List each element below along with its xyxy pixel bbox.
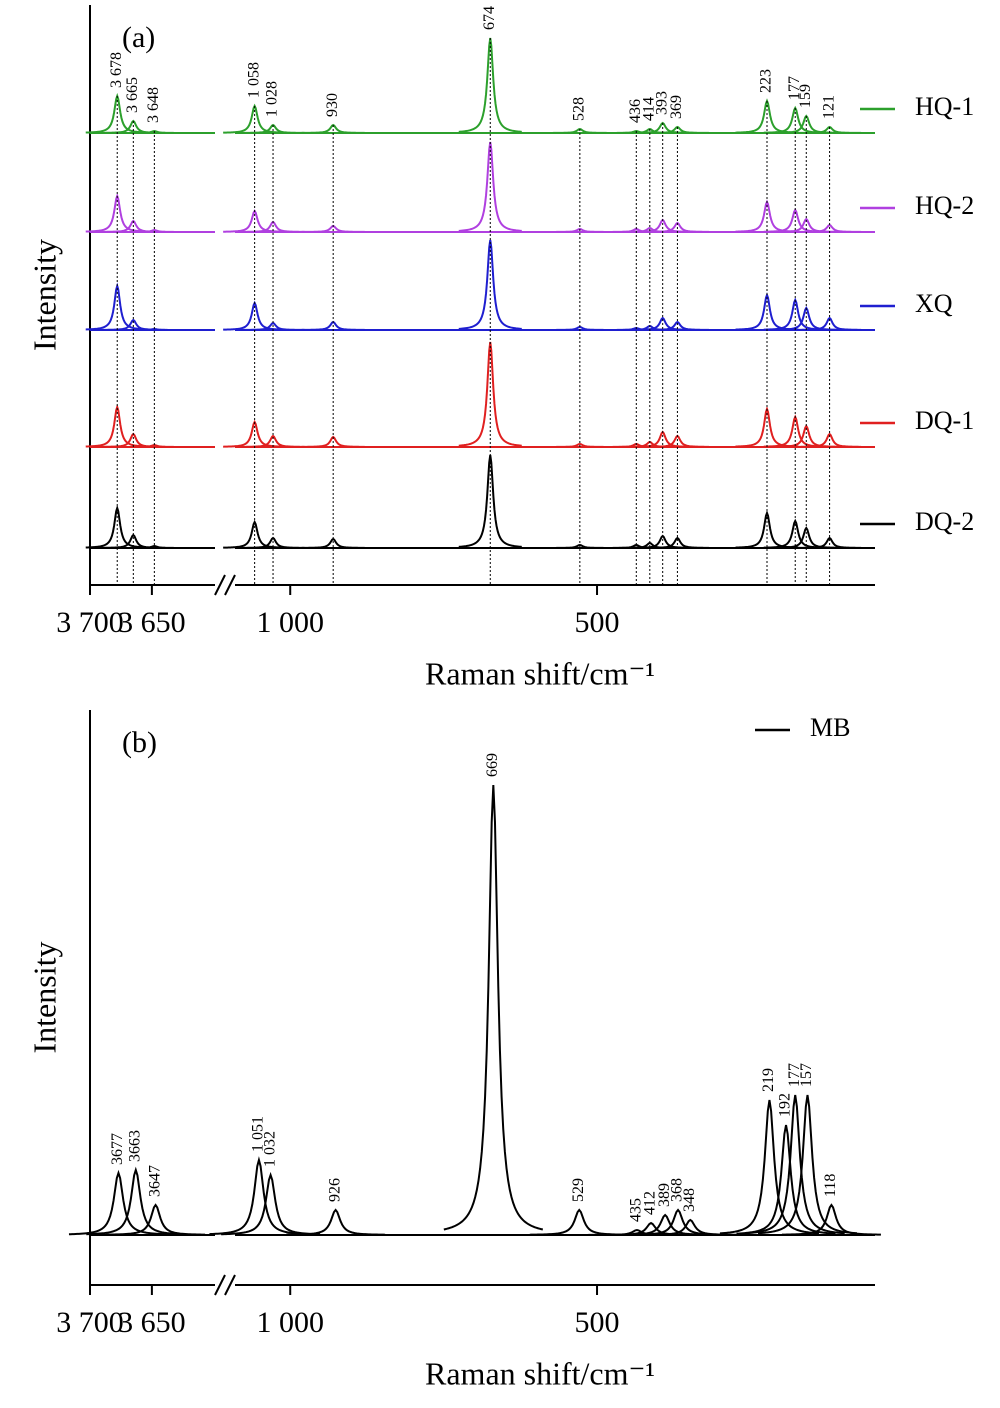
peak-label: 529 bbox=[570, 1178, 587, 1202]
legend-label: MB bbox=[810, 713, 850, 742]
legend-label: DQ-2 bbox=[915, 507, 974, 536]
peak bbox=[458, 37, 522, 133]
peak bbox=[122, 327, 186, 331]
peak-label: 3677 bbox=[109, 1133, 126, 1165]
peak-label: 669 bbox=[484, 753, 501, 777]
peak bbox=[631, 316, 695, 331]
peak-label: 1 051 bbox=[250, 1116, 267, 1152]
peak-label: 369 bbox=[668, 95, 685, 119]
peak bbox=[781, 1203, 881, 1236]
x-tick-label: 500 bbox=[575, 606, 620, 639]
peak-label: 1 058 bbox=[245, 62, 262, 98]
peak-label: 3663 bbox=[126, 1130, 143, 1162]
peak-label: 1 028 bbox=[264, 81, 281, 117]
panel-label: (a) bbox=[122, 21, 155, 54]
peak bbox=[529, 1208, 629, 1236]
peak bbox=[798, 316, 862, 331]
peak bbox=[286, 1208, 386, 1236]
peak-label: 159 bbox=[797, 84, 814, 108]
peak bbox=[645, 320, 709, 331]
peak-label: 414 bbox=[640, 97, 657, 121]
peak bbox=[736, 1124, 836, 1235]
peak-label: 435 bbox=[628, 1198, 645, 1222]
x-tick-label: 3 650 bbox=[118, 1306, 186, 1339]
peak bbox=[443, 784, 544, 1231]
peak bbox=[745, 1094, 845, 1235]
peak-label: 393 bbox=[653, 91, 670, 115]
peak-label: 3 648 bbox=[145, 87, 162, 123]
peak bbox=[106, 1203, 206, 1236]
peak-label: 1 032 bbox=[261, 1131, 278, 1167]
peak bbox=[548, 442, 612, 448]
peak bbox=[645, 536, 709, 549]
legend-label: HQ-2 bbox=[915, 191, 974, 220]
peak bbox=[757, 1094, 858, 1235]
peak bbox=[209, 1156, 309, 1236]
peak-label: 930 bbox=[324, 93, 341, 117]
peak-label: 528 bbox=[571, 97, 588, 121]
peak bbox=[68, 1169, 169, 1236]
peak-label: 223 bbox=[758, 69, 775, 93]
peak-label: 436 bbox=[627, 99, 644, 123]
peak-label: 389 bbox=[656, 1183, 673, 1207]
peak-label: 121 bbox=[820, 95, 837, 119]
peak bbox=[241, 434, 305, 448]
peak bbox=[221, 1171, 321, 1236]
peak bbox=[86, 1166, 186, 1236]
peak-label: 926 bbox=[326, 1178, 343, 1202]
peak bbox=[719, 1099, 820, 1235]
x-axis-label: Raman shift/cm⁻¹ bbox=[425, 655, 655, 691]
peak-label: 177 bbox=[786, 1063, 803, 1087]
legend-label: XQ bbox=[915, 289, 953, 318]
peak-label: 177 bbox=[786, 76, 803, 100]
peak-label: 412 bbox=[642, 1191, 659, 1215]
x-tick-label: 1 000 bbox=[256, 606, 324, 639]
peak-label: 118 bbox=[822, 1174, 839, 1197]
y-axis-label: Intensity bbox=[26, 942, 62, 1054]
axis-break bbox=[214, 574, 236, 596]
peak-label: 219 bbox=[760, 1068, 777, 1092]
peak bbox=[618, 226, 682, 233]
peak-label: 3 678 bbox=[108, 52, 125, 88]
peak-label: 3 665 bbox=[124, 77, 141, 113]
peak-label: 157 bbox=[798, 1063, 815, 1087]
axis-break bbox=[214, 1274, 236, 1296]
peak bbox=[798, 536, 862, 549]
peak-label: 348 bbox=[681, 1188, 698, 1212]
panel-label: (b) bbox=[122, 726, 157, 759]
legend-label: HQ-1 bbox=[915, 92, 974, 121]
x-tick-label: 3 700 bbox=[56, 606, 124, 639]
peak-label: 192 bbox=[777, 1093, 794, 1117]
peak bbox=[122, 228, 186, 233]
y-axis-label: Intensity bbox=[26, 239, 62, 351]
peak-label: 3647 bbox=[146, 1165, 163, 1197]
peak bbox=[640, 1218, 740, 1236]
x-tick-label: 3 700 bbox=[56, 1306, 124, 1339]
peak-label: 368 bbox=[669, 1178, 686, 1202]
x-axis-label: Raman shift/cm⁻¹ bbox=[425, 1355, 655, 1391]
peak bbox=[774, 217, 838, 233]
x-tick-label: 500 bbox=[575, 1306, 620, 1339]
peak bbox=[122, 544, 186, 549]
peak-label: 674 bbox=[481, 6, 498, 30]
peak bbox=[458, 454, 522, 548]
peak bbox=[798, 432, 862, 448]
x-tick-label: 3 650 bbox=[118, 606, 186, 639]
legend-label: DQ-1 bbox=[915, 406, 974, 435]
x-tick-label: 1 000 bbox=[256, 1306, 324, 1339]
